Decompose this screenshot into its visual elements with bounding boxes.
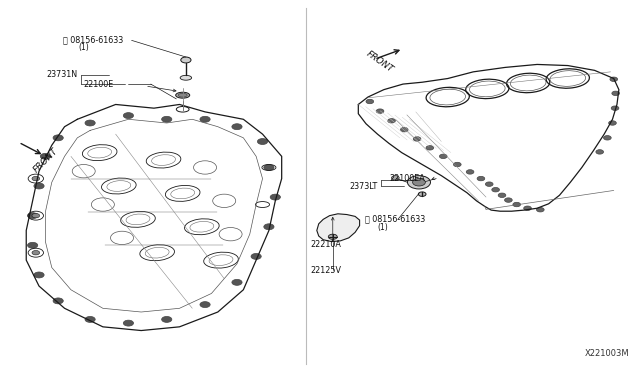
Circle shape: [251, 253, 261, 259]
Circle shape: [609, 121, 616, 125]
Circle shape: [257, 138, 268, 144]
Circle shape: [32, 176, 40, 181]
Circle shape: [401, 128, 408, 132]
Text: (1): (1): [79, 43, 90, 52]
Circle shape: [85, 120, 95, 126]
Circle shape: [232, 124, 242, 130]
Text: X221003M: X221003M: [585, 349, 630, 358]
Circle shape: [328, 234, 337, 239]
Circle shape: [200, 116, 210, 122]
Circle shape: [180, 57, 191, 63]
Circle shape: [477, 176, 484, 181]
Circle shape: [454, 162, 461, 167]
Circle shape: [85, 317, 95, 323]
Circle shape: [492, 187, 499, 192]
Circle shape: [124, 113, 134, 119]
Circle shape: [408, 176, 431, 189]
Circle shape: [264, 164, 274, 170]
Circle shape: [32, 214, 40, 218]
Circle shape: [366, 99, 374, 104]
Circle shape: [419, 192, 426, 196]
Text: 22100E: 22100E: [84, 80, 114, 89]
Ellipse shape: [180, 76, 191, 80]
Circle shape: [524, 206, 531, 211]
Text: FRONT: FRONT: [365, 49, 395, 74]
Circle shape: [34, 272, 44, 278]
Circle shape: [28, 213, 38, 219]
Ellipse shape: [178, 93, 187, 97]
Circle shape: [392, 176, 399, 180]
Circle shape: [270, 194, 280, 200]
Circle shape: [485, 182, 493, 186]
Text: (1): (1): [378, 223, 388, 232]
Circle shape: [513, 202, 520, 207]
Circle shape: [53, 135, 63, 141]
Circle shape: [32, 250, 40, 255]
Circle shape: [611, 106, 619, 110]
Circle shape: [504, 198, 512, 202]
Circle shape: [200, 302, 210, 308]
Circle shape: [426, 145, 434, 150]
Circle shape: [413, 179, 426, 186]
Text: 23731N: 23731N: [47, 70, 78, 79]
Circle shape: [536, 208, 544, 212]
Circle shape: [34, 183, 44, 189]
Circle shape: [162, 317, 172, 323]
Circle shape: [40, 153, 51, 159]
Circle shape: [53, 298, 63, 304]
Circle shape: [498, 193, 506, 198]
Text: Ⓑ 08156-61633: Ⓑ 08156-61633: [365, 215, 425, 224]
Circle shape: [604, 136, 611, 140]
Circle shape: [124, 320, 134, 326]
Ellipse shape: [175, 92, 189, 98]
Text: Ⓑ 08156-61633: Ⓑ 08156-61633: [63, 35, 124, 44]
Text: 22210A: 22210A: [310, 240, 341, 249]
Circle shape: [440, 154, 447, 158]
Text: 2373LT: 2373LT: [349, 182, 378, 191]
Text: FRONT: FRONT: [31, 146, 60, 174]
Polygon shape: [317, 214, 360, 241]
Circle shape: [28, 242, 38, 248]
Text: 22125V: 22125V: [310, 266, 341, 275]
Text: 22100EA: 22100EA: [389, 174, 425, 183]
Circle shape: [467, 170, 474, 174]
Circle shape: [264, 224, 274, 230]
Circle shape: [376, 109, 384, 113]
Circle shape: [612, 91, 620, 96]
Circle shape: [162, 116, 172, 122]
Circle shape: [596, 150, 604, 154]
Circle shape: [388, 119, 396, 123]
Circle shape: [413, 137, 421, 141]
Circle shape: [232, 279, 242, 285]
Circle shape: [610, 77, 618, 81]
